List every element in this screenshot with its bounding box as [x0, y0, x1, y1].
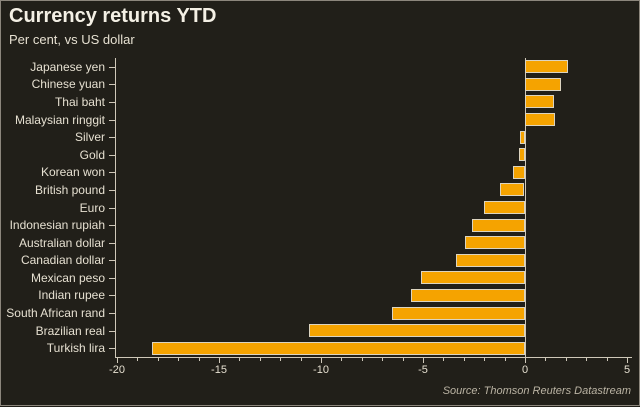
bar-indian-rupee [411, 289, 525, 302]
zero-baseline [525, 58, 526, 357]
bar-japanese-yen [525, 60, 568, 73]
category-label: Australian dollar [18, 236, 105, 250]
bar-silver [520, 131, 525, 144]
bar-malaysian-ringgit [525, 113, 555, 126]
bar-mexican-peso [421, 271, 525, 284]
x-tick-label: -10 [313, 364, 329, 376]
category-tick [109, 243, 115, 244]
x-minor-tick [341, 358, 342, 361]
category-tick [109, 278, 115, 279]
category-tick [109, 120, 115, 121]
x-tick-label: -20 [109, 364, 125, 376]
category-label: Turkish lira [46, 341, 105, 355]
x-minor-tick [484, 358, 485, 361]
x-major-tick [423, 358, 424, 363]
x-minor-tick [239, 358, 240, 361]
category-tick [109, 348, 115, 349]
category-tick [109, 84, 115, 85]
bar-south-african-rand [392, 307, 525, 320]
category-tick [109, 225, 115, 226]
x-minor-tick [280, 358, 281, 361]
category-label: Indian rupee [38, 288, 105, 302]
x-minor-tick [505, 358, 506, 361]
category-label: Euro [79, 201, 105, 215]
category-tick [109, 313, 115, 314]
x-minor-tick [137, 358, 138, 361]
category-tick [109, 295, 115, 296]
x-minor-tick [607, 358, 608, 361]
bar-euro [484, 201, 525, 214]
bar-turkish-lira [152, 342, 525, 355]
x-tick-label: -15 [211, 364, 227, 376]
category-label: Gold [79, 148, 105, 162]
bar-indonesian-rupiah [472, 219, 525, 232]
x-tick-label: 0 [521, 364, 529, 376]
x-minor-tick [586, 358, 587, 361]
category-label: Chinese yuan [31, 77, 105, 91]
bar-brazilian-real [309, 324, 525, 337]
bar-korean-won [513, 166, 525, 179]
bar-thai-baht [525, 95, 554, 108]
category-label: Canadian dollar [20, 253, 105, 267]
category-label: Indonesian rupiah [9, 218, 105, 232]
x-minor-tick [301, 358, 302, 361]
x-minor-tick [545, 358, 546, 361]
bar-british-pound [500, 183, 524, 196]
category-label: Mexican peso [30, 271, 105, 285]
x-major-tick [321, 358, 322, 363]
category-tick [109, 260, 115, 261]
x-minor-tick [566, 358, 567, 361]
x-minor-tick [382, 358, 383, 361]
x-minor-tick [158, 358, 159, 361]
x-tick-label: 5 [623, 364, 631, 376]
category-tick [109, 331, 115, 332]
category-tick [109, 102, 115, 103]
x-major-tick [627, 358, 628, 363]
x-major-tick [219, 358, 220, 363]
x-tick-label: -5 [418, 364, 428, 376]
bar-chinese-yuan [525, 78, 561, 91]
category-label: Malaysian ringgit [14, 113, 105, 127]
x-minor-tick [260, 358, 261, 361]
category-tick [109, 67, 115, 68]
category-label: Korean won [40, 165, 105, 179]
category-tick [109, 208, 115, 209]
x-minor-tick [199, 358, 200, 361]
chart-title: Currency returns YTD [9, 5, 217, 27]
x-axis-line [115, 357, 632, 358]
category-label: South African rand [6, 306, 105, 320]
x-minor-tick [464, 358, 465, 361]
y-axis-spine [115, 58, 116, 358]
x-minor-tick [443, 358, 444, 361]
category-tick [109, 137, 115, 138]
bar-canadian-dollar [456, 254, 525, 267]
category-label: British pound [34, 183, 105, 197]
bar-gold [519, 148, 525, 161]
category-label: Brazilian real [35, 324, 105, 338]
category-tick [109, 155, 115, 156]
x-major-tick [525, 358, 526, 363]
category-label: Thai baht [54, 95, 105, 109]
x-minor-tick [403, 358, 404, 361]
bar-australian-dollar [465, 236, 525, 249]
x-major-tick [117, 358, 118, 363]
x-minor-tick [362, 358, 363, 361]
category-label: Japanese yen [30, 60, 105, 74]
category-tick [109, 190, 115, 191]
source-note: Source: Thomson Reuters Datastream [442, 385, 631, 397]
category-label: Silver [74, 130, 105, 144]
category-tick [109, 172, 115, 173]
chart-subtitle: Per cent, vs US dollar [9, 32, 135, 47]
x-minor-tick [178, 358, 179, 361]
